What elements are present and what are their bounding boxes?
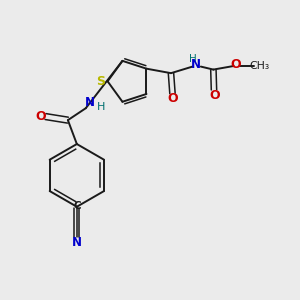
Text: H: H xyxy=(190,54,197,64)
Text: N: N xyxy=(190,58,200,71)
Text: C: C xyxy=(73,201,81,211)
Text: N: N xyxy=(85,96,95,109)
Text: S: S xyxy=(97,75,106,88)
Text: O: O xyxy=(167,92,178,105)
Text: CH₃: CH₃ xyxy=(250,61,270,71)
Text: H: H xyxy=(97,102,105,112)
Text: O: O xyxy=(209,89,220,102)
Text: N: N xyxy=(72,236,82,249)
Text: O: O xyxy=(231,58,242,71)
Text: O: O xyxy=(35,110,46,123)
